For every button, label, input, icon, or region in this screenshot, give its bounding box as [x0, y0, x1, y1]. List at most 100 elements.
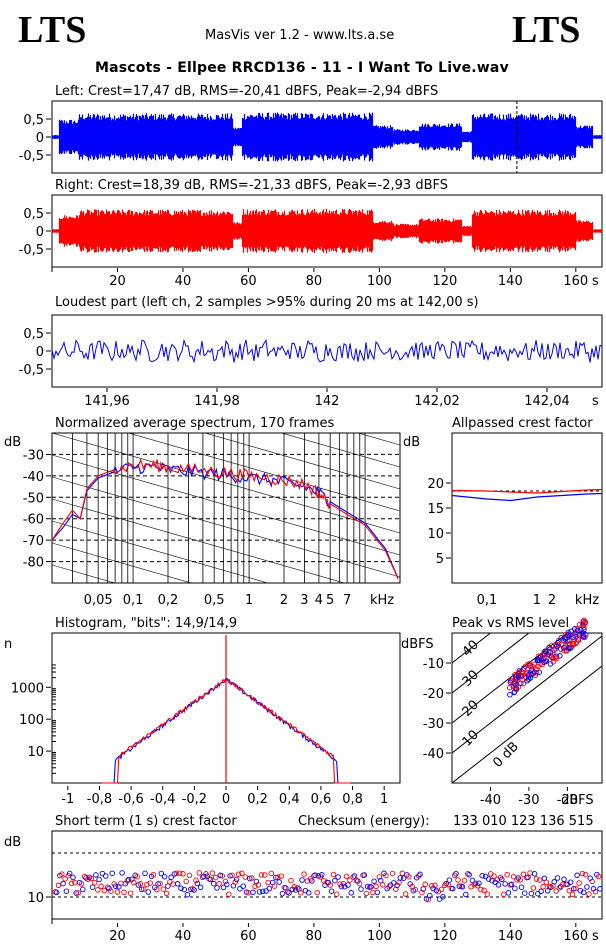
- crest-ylabel: dB: [403, 435, 420, 450]
- short-term-point: [533, 876, 540, 882]
- spectrum-ytick-label: -40: [23, 470, 44, 485]
- short-term-point: [518, 884, 525, 890]
- short-term-point: [242, 874, 248, 880]
- crest-ytick-label: 5: [436, 552, 444, 567]
- histogram-xtick-label: 0,6: [311, 792, 332, 807]
- short-term-point: [286, 890, 292, 896]
- short-term-point: [501, 891, 507, 898]
- peak-rms-point: [519, 669, 525, 675]
- short-term-point: [399, 870, 406, 877]
- short-term-point: [461, 877, 468, 884]
- short-term-point: [415, 873, 422, 879]
- short-term-point: [356, 880, 363, 887]
- short-term-point: [453, 870, 459, 877]
- short-term-point: [371, 878, 377, 884]
- peak-rms-point: [525, 661, 531, 668]
- short-term-point: [273, 874, 279, 881]
- short-term-point: [420, 886, 427, 892]
- short-term-point: [190, 886, 196, 892]
- short-term-point: [370, 889, 376, 896]
- left-ytick-label: -0,5: [19, 149, 44, 164]
- short-term-xtick-label: 60: [240, 929, 257, 944]
- short-term-point: [556, 885, 563, 891]
- short-term-point: [438, 886, 445, 893]
- short-term-point: [160, 886, 167, 892]
- short-term-point: [59, 871, 65, 877]
- short-term-point: [226, 891, 232, 897]
- histogram-xtick-label: -0,2: [182, 792, 207, 807]
- spectrum-slope-line: [52, 476, 400, 578]
- peak-rms-point: [572, 626, 578, 632]
- short-term-point: [530, 885, 537, 891]
- spectrum-xtick-label: 0,1: [123, 593, 144, 608]
- short-term-point: [589, 878, 595, 885]
- short-term-point: [481, 887, 487, 894]
- short-term-point: [512, 885, 518, 892]
- short-term-point: [595, 873, 602, 880]
- short-term-point: [147, 880, 153, 886]
- spectrum-slope-line: [52, 279, 400, 379]
- spectrum-slope-line: [204, 433, 400, 490]
- peak-rms-point: [506, 684, 513, 691]
- short-term-point: [419, 889, 425, 896]
- loudest-ytick-label: -0,5: [19, 363, 44, 378]
- short-term-point: [571, 886, 577, 892]
- short-term-crest-title: Short term (1 s) crest factor: [55, 814, 237, 829]
- short-term-point: [248, 875, 255, 881]
- short-term-point: [417, 871, 423, 878]
- short-term-point: [482, 873, 489, 880]
- short-term-point: [138, 886, 145, 893]
- short-term-point: [502, 881, 508, 887]
- right-ytick-label: 0: [36, 225, 44, 240]
- short-term-point: [376, 874, 383, 880]
- short-term-point: [150, 871, 157, 878]
- short-term-point: [521, 890, 528, 896]
- right-xtick-label: 60: [240, 274, 257, 289]
- short-term-point: [319, 872, 325, 878]
- short-term-point: [422, 881, 428, 888]
- left-waveform-trace: [51, 112, 603, 162]
- short-term-point: [328, 888, 335, 894]
- spectrum-xtick-label: 5: [326, 593, 334, 608]
- short-term-point: [553, 888, 559, 894]
- short-term-point: [60, 880, 66, 887]
- short-term-point: [224, 881, 230, 888]
- short-term-point: [119, 870, 125, 876]
- spectrum-title: Normalized average spectrum, 170 frames: [55, 416, 334, 431]
- short-term-point: [233, 876, 240, 883]
- short-term-point: [379, 882, 386, 888]
- short-term-point: [487, 871, 494, 877]
- short-term-point: [402, 891, 409, 897]
- lts-logo-left: LTS: [18, 9, 87, 51]
- short-term-point: [114, 889, 121, 895]
- loudest-part-xunit: s: [592, 394, 599, 409]
- short-term-point: [88, 875, 95, 882]
- short-term-point: [95, 887, 101, 893]
- short-term-xtick-label: 80: [306, 929, 323, 944]
- right-xtick-label: 40: [175, 274, 192, 289]
- short-term-xtick-label: 100: [367, 929, 392, 944]
- peak-rms-point: [561, 645, 567, 651]
- peak-rms-point: [580, 633, 587, 639]
- right-waveform-title: Right: Crest=18,39 dB, RMS=-21,33 dBFS, …: [55, 178, 448, 193]
- peak-rms-point: [530, 670, 536, 677]
- short-term-point: [80, 886, 86, 893]
- spectrum-ytick-label: -50: [23, 491, 44, 506]
- right-xtick-label: 20: [109, 274, 126, 289]
- short-term-point: [459, 884, 466, 890]
- short-term-point: [527, 870, 533, 876]
- short-term-point: [184, 891, 191, 898]
- short-term-point: [180, 871, 186, 877]
- peak-rms-frame: [451, 632, 603, 784]
- short-term-point: [484, 891, 491, 897]
- short-term-point: [584, 884, 590, 890]
- peak-rms-point: [519, 676, 526, 683]
- peak-rms-point: [546, 644, 552, 651]
- peak-rms-point: [539, 653, 546, 659]
- short-term-point: [196, 870, 203, 876]
- right-ytick-label: 0,5: [23, 207, 44, 222]
- peak-rms-point: [576, 621, 583, 628]
- peak-rms-point: [546, 653, 553, 659]
- short-term-point: [580, 889, 587, 896]
- short-term-point: [121, 889, 127, 896]
